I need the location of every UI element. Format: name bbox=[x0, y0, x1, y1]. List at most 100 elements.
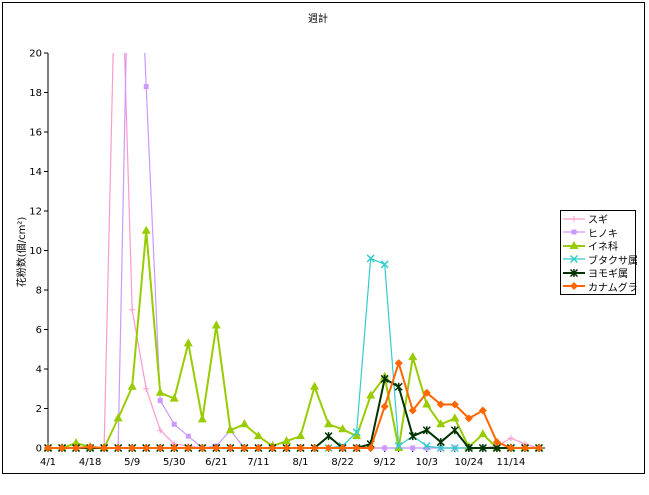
series-3-point bbox=[338, 424, 348, 433]
series-2-point bbox=[410, 445, 416, 451]
series-2-line bbox=[48, 53, 539, 449]
series-2-point bbox=[157, 398, 163, 404]
series-4-point bbox=[352, 428, 361, 437]
series-5-point bbox=[464, 443, 473, 453]
legend-swatch bbox=[563, 268, 585, 278]
legend-label: ヨモギ属 bbox=[588, 269, 628, 281]
series-6-point bbox=[394, 359, 403, 368]
y-tick-label: 6 bbox=[36, 325, 42, 336]
series-1-point bbox=[129, 306, 136, 313]
legend: スギ ヒノキ イネ科 ブタクサ属 ヨモギ属 カナムグラ bbox=[560, 210, 638, 295]
legend-item: スギ bbox=[563, 212, 633, 226]
series-3-point bbox=[183, 338, 193, 347]
y-tick-label: 4 bbox=[36, 365, 42, 376]
x-tick-label: 11/14 bbox=[497, 457, 526, 468]
series-4-point bbox=[450, 443, 459, 453]
series-2-point bbox=[171, 421, 177, 427]
series-6-point bbox=[422, 388, 431, 397]
series-6-point bbox=[408, 406, 417, 415]
legend-swatch bbox=[563, 227, 585, 237]
series-6-point bbox=[338, 444, 347, 452]
series-1-point bbox=[157, 427, 164, 434]
series-6-point bbox=[254, 444, 263, 452]
series-6-point bbox=[72, 444, 81, 452]
series-6-point bbox=[366, 444, 375, 452]
series-2-point bbox=[185, 433, 191, 439]
legend-item: ヒノキ bbox=[563, 226, 633, 240]
series-6-point bbox=[142, 444, 151, 452]
series-2 bbox=[45, 53, 542, 451]
y-tick-label: 2 bbox=[36, 404, 42, 415]
series-4-point bbox=[366, 254, 375, 263]
series-6 bbox=[44, 359, 543, 452]
series-3-point bbox=[422, 399, 432, 408]
series-6-point bbox=[310, 444, 319, 452]
series-3-point bbox=[197, 414, 207, 423]
x-tick-label: 8/1 bbox=[292, 457, 308, 468]
series-6-point bbox=[464, 414, 473, 423]
series-3-point bbox=[324, 419, 334, 428]
series-3-point bbox=[296, 431, 306, 440]
series-5-point bbox=[450, 426, 459, 435]
series-6-point bbox=[184, 444, 193, 452]
y-tick-label: 10 bbox=[29, 246, 42, 257]
series-6-point bbox=[114, 444, 123, 452]
series-4-point bbox=[422, 441, 431, 451]
series-1-point bbox=[143, 385, 150, 392]
y-tick-labels: 0 2 4 6 8 10 12 14 16 18 20 bbox=[29, 49, 42, 455]
series-3-point bbox=[113, 413, 123, 422]
series-6-line bbox=[48, 362, 539, 449]
legend-swatch bbox=[563, 254, 585, 264]
series-3-point bbox=[450, 413, 460, 422]
series-6-point bbox=[58, 444, 67, 452]
series-3-point bbox=[366, 390, 376, 399]
series-6-point bbox=[170, 444, 179, 452]
x-tick-label: 4/1 bbox=[40, 457, 56, 468]
series-5-point bbox=[478, 443, 487, 453]
x-tick-label: 9/12 bbox=[373, 457, 395, 468]
y-tick-label: 12 bbox=[29, 207, 42, 218]
y-tick-label: 20 bbox=[29, 49, 42, 60]
series-3-point bbox=[127, 381, 137, 390]
series-group bbox=[43, 53, 544, 453]
x-tick-label: 10/24 bbox=[454, 457, 483, 468]
series-6-point bbox=[268, 444, 277, 452]
series-5-point bbox=[422, 426, 431, 435]
series-3-point bbox=[225, 425, 235, 434]
series-6-point bbox=[156, 444, 165, 452]
series-3-point bbox=[169, 393, 179, 402]
series-4-point bbox=[380, 260, 389, 269]
series-6-point bbox=[44, 444, 52, 452]
series-3-point bbox=[408, 352, 418, 361]
series-6-point bbox=[450, 400, 459, 409]
series-6-point bbox=[296, 444, 305, 452]
series-3-point bbox=[310, 381, 320, 390]
legend-item: ブタクサ属 bbox=[563, 253, 638, 267]
legend-swatch bbox=[563, 240, 585, 251]
legend-label: イネ科 bbox=[588, 242, 618, 254]
series-3-point bbox=[141, 225, 151, 234]
series-3-point bbox=[71, 438, 81, 447]
legend-item: ヨモギ属 bbox=[563, 266, 633, 280]
x-tick-label: 6/21 bbox=[205, 457, 227, 468]
legend-item: イネ科 bbox=[563, 239, 633, 253]
series-6-point bbox=[535, 444, 543, 452]
y-tick-label: 8 bbox=[36, 286, 42, 297]
series-5-point bbox=[436, 438, 445, 447]
series-6-point bbox=[128, 444, 137, 452]
series-4-point bbox=[436, 443, 445, 453]
series-3-point bbox=[478, 429, 488, 438]
series-6-point bbox=[86, 443, 95, 452]
series-6-point bbox=[520, 444, 529, 452]
series-5-point bbox=[408, 432, 417, 441]
x-tick-label: 7/11 bbox=[247, 457, 269, 468]
series-5-point bbox=[324, 432, 333, 441]
series-1-line bbox=[48, 53, 540, 449]
chart-title: 週計 bbox=[308, 12, 328, 25]
series-3-line bbox=[48, 229, 539, 449]
series-3-point bbox=[281, 436, 291, 445]
legend-label: ヒノキ bbox=[588, 228, 618, 240]
series-2-point bbox=[382, 445, 388, 451]
y-tick-label: 18 bbox=[29, 88, 42, 99]
